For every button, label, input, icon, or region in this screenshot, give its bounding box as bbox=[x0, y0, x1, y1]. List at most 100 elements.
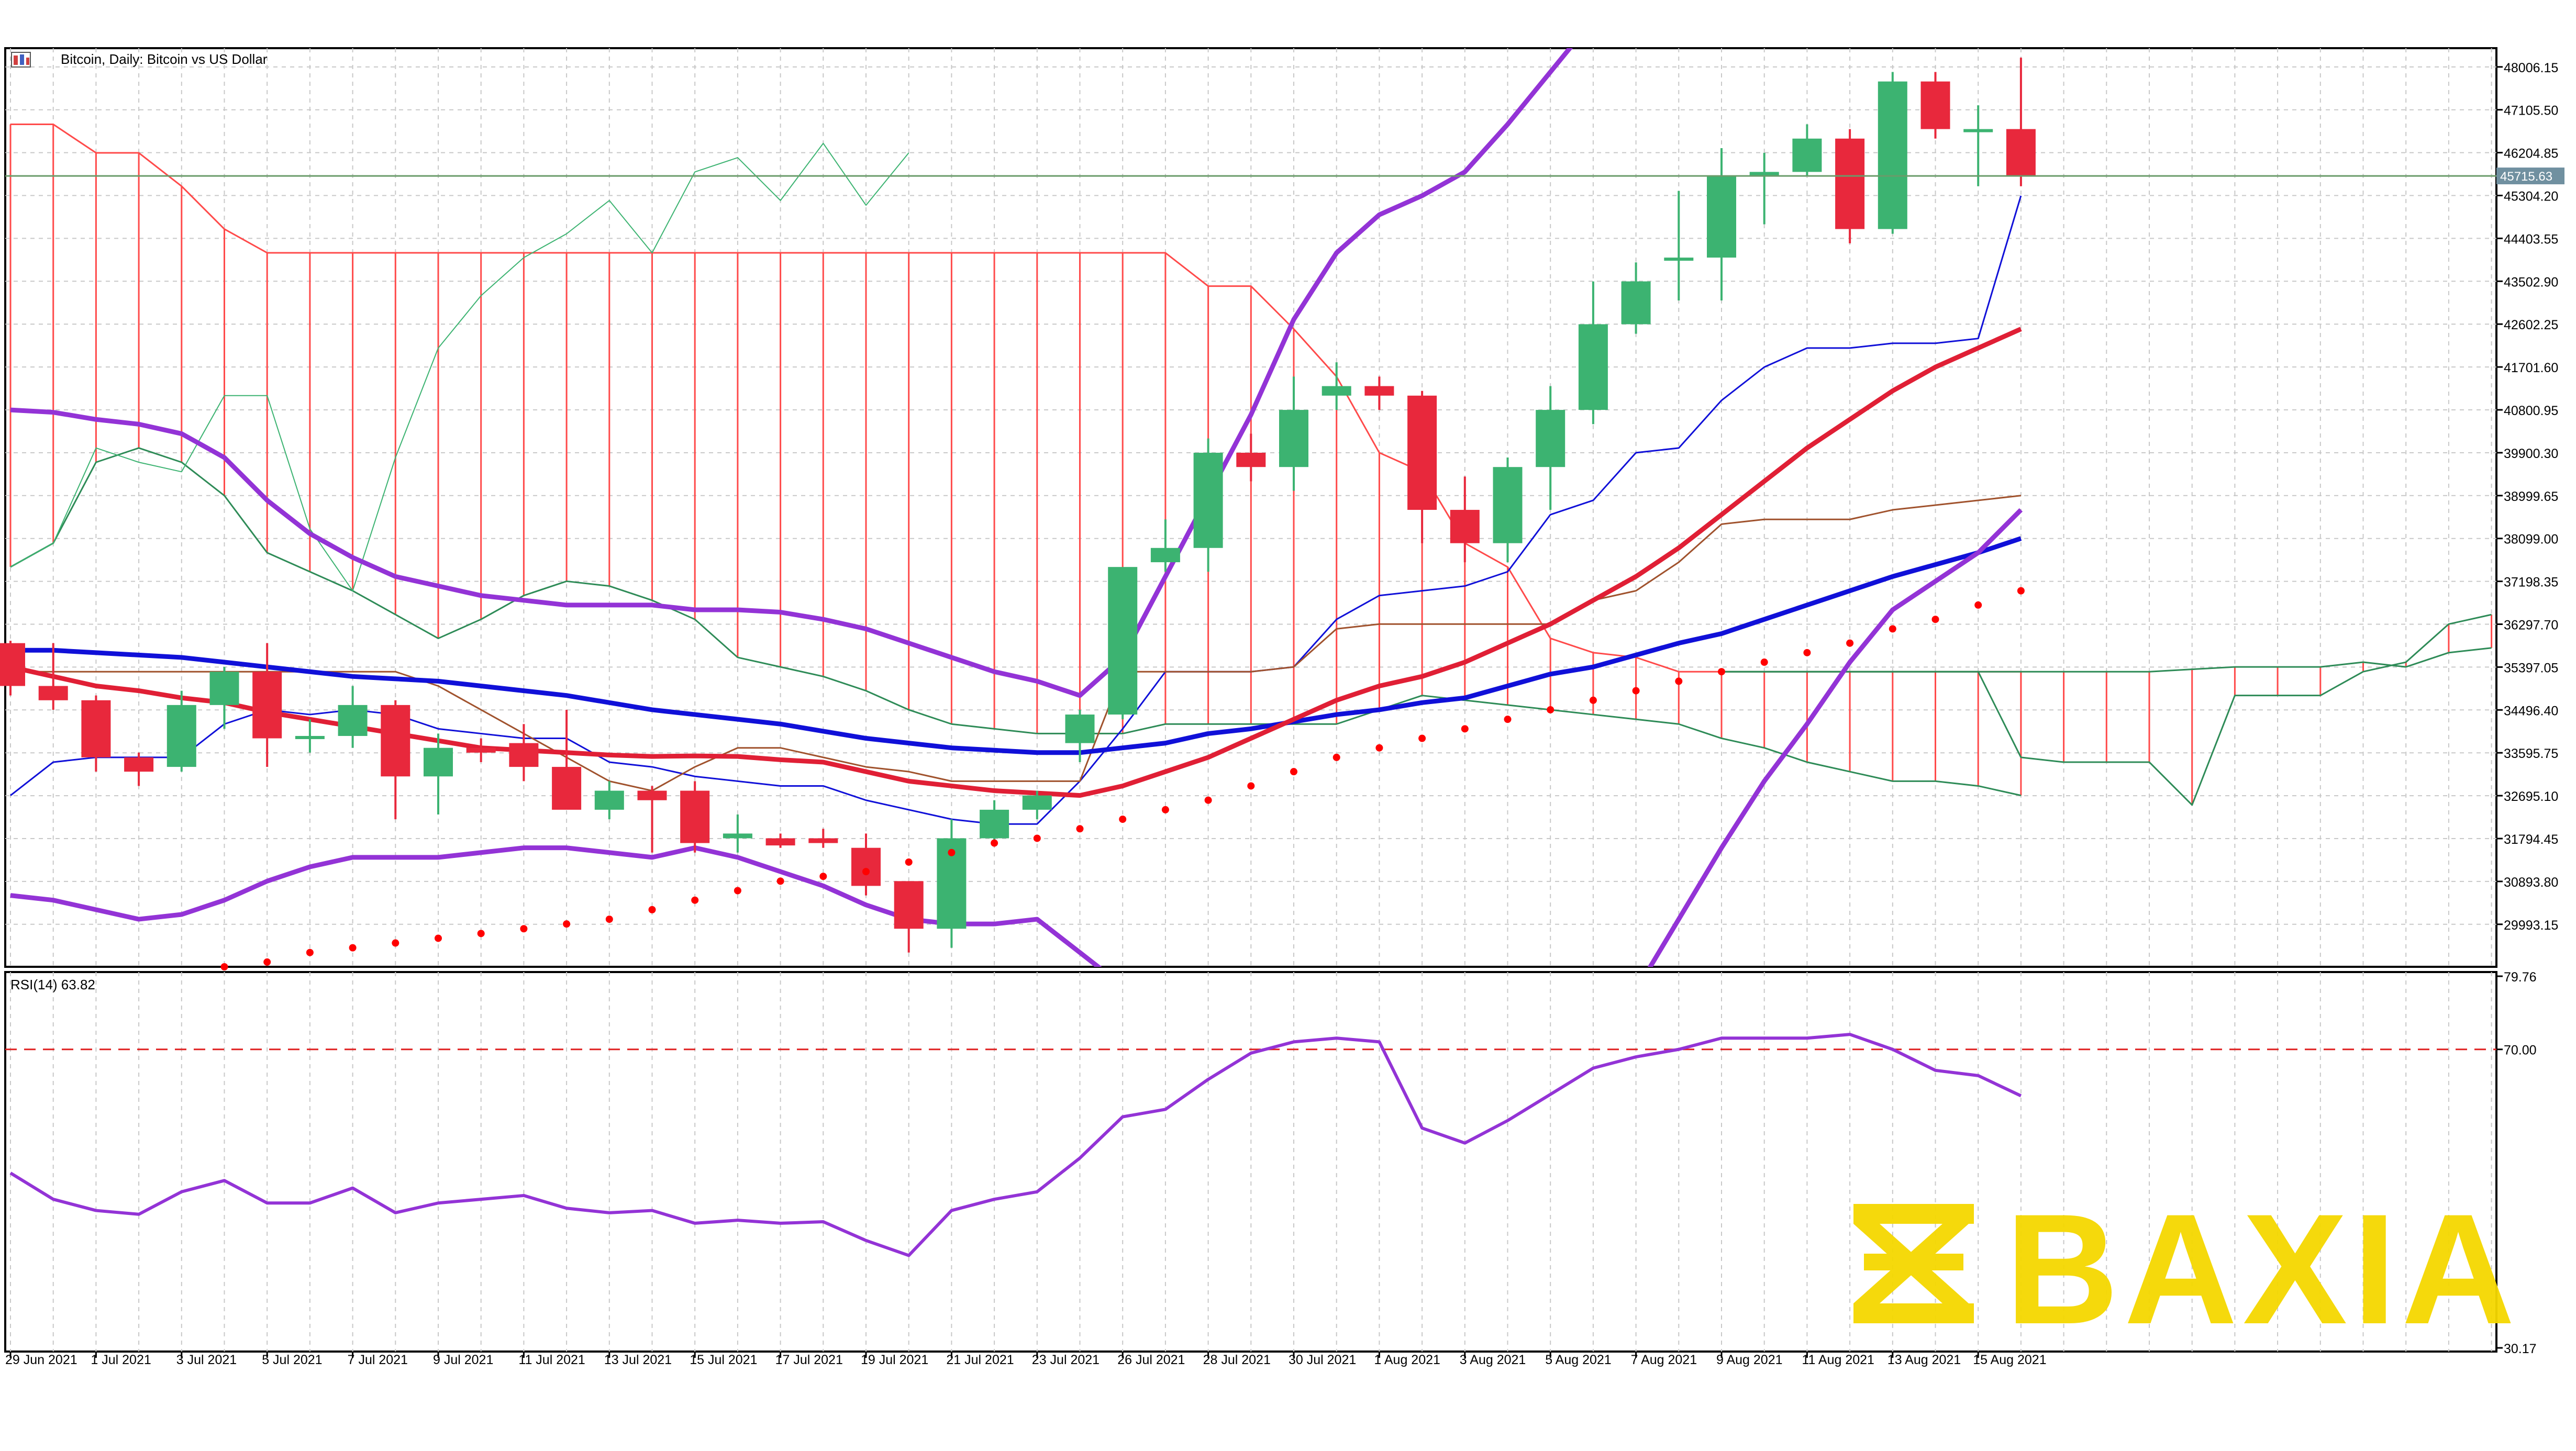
price-tick-label: 35397.05 bbox=[2504, 661, 2558, 675]
ema-slow-line bbox=[10, 536, 2022, 755]
psar-dot bbox=[1803, 649, 1811, 656]
baxia-logo: BAXIA bbox=[1853, 1181, 2520, 1357]
price-tick-label: 31794.45 bbox=[2504, 832, 2558, 847]
candle-body bbox=[1065, 715, 1095, 743]
bollinger-lower-line bbox=[10, 508, 2023, 967]
candle-body bbox=[2006, 129, 2036, 177]
psar-dot bbox=[991, 839, 998, 847]
rsi-indicator: 79.76 70.00 30.17 bbox=[5, 970, 2537, 1356]
psar-dot bbox=[1375, 744, 1383, 752]
candle-body bbox=[1578, 324, 1608, 410]
baxia-wordmark: BAXIA bbox=[2005, 1181, 2520, 1357]
candle-body bbox=[1664, 258, 1694, 261]
time-tick-label: 17 Jul 2021 bbox=[775, 1353, 843, 1367]
candle-body bbox=[81, 700, 111, 757]
candle-body bbox=[466, 747, 496, 753]
time-tick-label: 23 Jul 2021 bbox=[1032, 1353, 1100, 1367]
psar-dot bbox=[1589, 696, 1597, 704]
time-tick-label: 28 Jul 2021 bbox=[1203, 1353, 1271, 1367]
time-tick-label: 1 Jul 2021 bbox=[91, 1353, 151, 1367]
psar-dot bbox=[605, 916, 613, 923]
price-tick-label: 32695.10 bbox=[2504, 789, 2558, 804]
price-tick-label: 40800.95 bbox=[2504, 404, 2558, 418]
price-tick-label: 42602.25 bbox=[2504, 318, 2558, 332]
time-tick-label: 7 Aug 2021 bbox=[1631, 1353, 1697, 1367]
time-tick-label: 15 Aug 2021 bbox=[1973, 1353, 2046, 1367]
rsi-tick-label: 70.00 bbox=[2504, 1043, 2537, 1058]
time-tick-label: 21 Jul 2021 bbox=[946, 1353, 1014, 1367]
time-tick-label: 26 Jul 2021 bbox=[1117, 1353, 1185, 1367]
psar-dot bbox=[1931, 616, 1939, 623]
psar-dot bbox=[1461, 725, 1469, 733]
psar-dot bbox=[1418, 734, 1426, 742]
psar-dot bbox=[776, 877, 784, 885]
price-tick-label: 43502.90 bbox=[2504, 275, 2558, 289]
candle-body bbox=[1536, 410, 1565, 467]
psar-dot bbox=[563, 920, 571, 928]
rsi-tick-label: 30.17 bbox=[2504, 1342, 2537, 1356]
time-tick-label: 11 Jul 2021 bbox=[518, 1353, 585, 1367]
time-tick-label: 30 Jul 2021 bbox=[1289, 1353, 1356, 1367]
psar-dot bbox=[1889, 625, 1896, 633]
bollinger-upper-line bbox=[10, 48, 1573, 698]
psar-dot bbox=[220, 963, 228, 970]
candle-body bbox=[338, 705, 368, 736]
rsi-title: RSI(14) 63.82 bbox=[10, 977, 95, 992]
candle-body bbox=[1835, 138, 1865, 229]
candle-body bbox=[723, 833, 752, 839]
price-axis: 48006.15 47105.50 46204.85 45304.20 44403.55… bbox=[2496, 61, 2558, 933]
candle-body bbox=[851, 847, 881, 886]
baxia-logo-mark bbox=[1853, 1204, 1974, 1323]
time-tick-label: 19 Jul 2021 bbox=[861, 1353, 928, 1367]
kumo-span-b-line bbox=[10, 447, 2022, 797]
candle-body bbox=[1621, 281, 1651, 325]
price-tick-label: 38099.00 bbox=[2504, 532, 2558, 547]
time-tick-label: 13 Jul 2021 bbox=[604, 1353, 672, 1367]
candle-body bbox=[166, 705, 196, 767]
candle-body bbox=[1963, 129, 1993, 132]
chikou-span-line bbox=[10, 142, 909, 591]
psar-dot bbox=[819, 873, 827, 880]
current-price-badge bbox=[2496, 168, 2564, 185]
candle-body bbox=[1279, 410, 1308, 467]
candle-body bbox=[1108, 567, 1138, 715]
psar-dot bbox=[1161, 806, 1169, 813]
time-tick-label: 9 Jul 2021 bbox=[433, 1353, 493, 1367]
psar-dot bbox=[1846, 639, 1854, 647]
time-tick-label: 11 Aug 2021 bbox=[1802, 1353, 1874, 1367]
candle-body bbox=[1022, 795, 1052, 810]
candle-body bbox=[1878, 81, 1907, 229]
candle-body bbox=[765, 838, 795, 846]
candle-body bbox=[594, 790, 624, 810]
candle-body bbox=[252, 672, 282, 739]
psar-dot bbox=[392, 939, 399, 947]
candle-body bbox=[894, 881, 924, 929]
psar-dot bbox=[306, 948, 314, 956]
candle-body bbox=[1364, 386, 1394, 396]
time-tick-label: 3 Jul 2021 bbox=[176, 1353, 237, 1367]
time-tick-label: 15 Jul 2021 bbox=[690, 1353, 757, 1367]
psar-dot bbox=[2017, 587, 2025, 595]
candle-body bbox=[1407, 395, 1437, 510]
candle-body bbox=[209, 672, 239, 705]
candle-body bbox=[1322, 386, 1351, 396]
time-tick-label: 1 Aug 2021 bbox=[1374, 1353, 1440, 1367]
price-tick-label: 47105.50 bbox=[2504, 104, 2558, 118]
price-tick-label: 41701.60 bbox=[2504, 361, 2558, 375]
time-tick-label: 7 Jul 2021 bbox=[348, 1353, 408, 1367]
psar-dot bbox=[1675, 677, 1683, 685]
candle-body bbox=[1920, 81, 1950, 129]
tenkan-line bbox=[10, 495, 2022, 792]
candle-body bbox=[124, 757, 154, 772]
psar-dot bbox=[862, 868, 870, 876]
price-tick-label: 33595.75 bbox=[2504, 746, 2558, 761]
candle-body bbox=[1150, 548, 1180, 563]
candle-body bbox=[1193, 452, 1223, 548]
time-axis: 29 Jun 2021 1 Jul 2021 3 Jul 2021 5 Jul 202… bbox=[5, 1352, 2047, 1367]
psar-dot bbox=[1076, 825, 1084, 833]
candle-body bbox=[0, 643, 25, 686]
psar-dot bbox=[948, 849, 956, 856]
price-tick-label: 44403.55 bbox=[2504, 232, 2558, 247]
rsi-tick-label: 79.76 bbox=[2504, 970, 2537, 985]
price-tick-label: 46204.85 bbox=[2504, 147, 2558, 161]
